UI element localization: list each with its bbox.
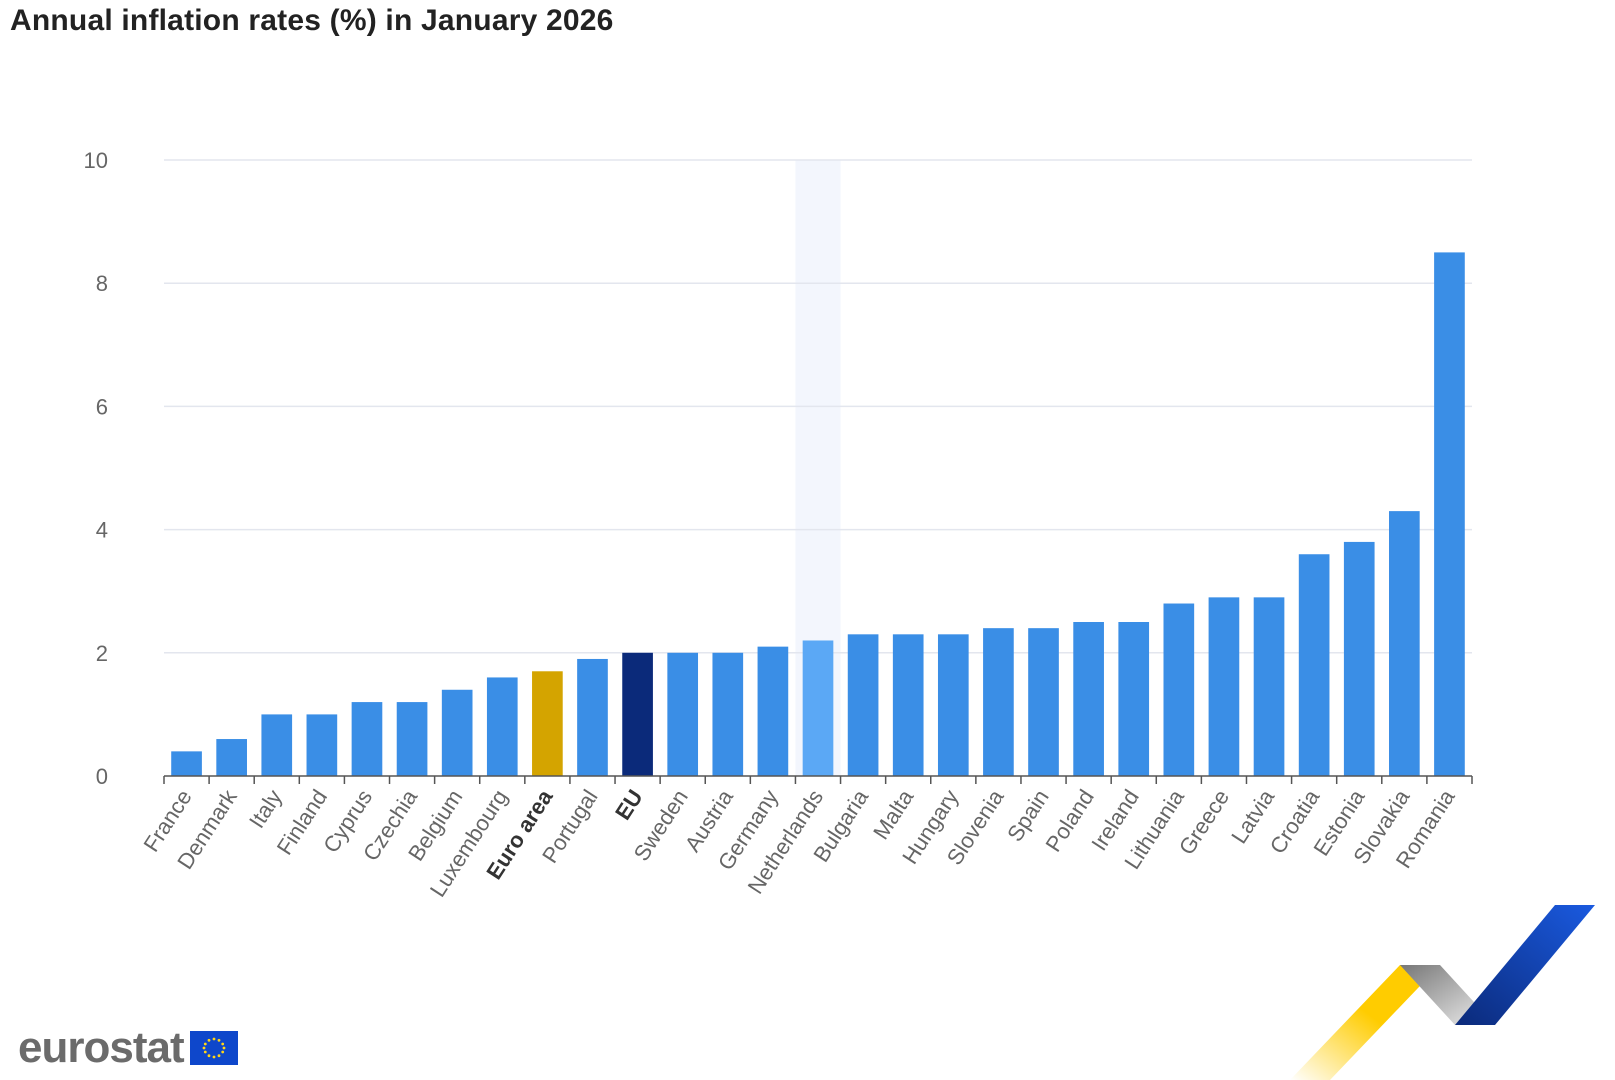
bar	[1298, 554, 1330, 776]
eu-flag-icon	[189, 1031, 238, 1065]
bar	[1073, 622, 1104, 776]
bar	[351, 702, 383, 776]
bar	[712, 652, 744, 776]
bar	[1163, 603, 1195, 776]
bar	[757, 646, 789, 776]
bar	[261, 714, 293, 776]
bar	[622, 652, 653, 776]
chart-title: Annual inflation rates (%) in January 20…	[10, 4, 614, 37]
bar	[532, 671, 563, 776]
bar	[1389, 511, 1420, 776]
bar	[171, 751, 202, 776]
bar	[667, 652, 699, 776]
bar	[1208, 597, 1240, 776]
bar	[306, 714, 338, 776]
bar	[1028, 628, 1059, 776]
x-tick-label: Poland	[1041, 785, 1099, 856]
bar	[847, 634, 879, 776]
bar	[1253, 597, 1285, 776]
bar	[802, 640, 834, 776]
eurostat-logo: eurostat	[18, 1020, 238, 1076]
decorative-swoosh-icon	[1290, 905, 1595, 1080]
bar	[983, 628, 1014, 776]
y-tick-label: 4	[96, 518, 108, 543]
x-tick-label: EU	[610, 785, 648, 824]
bar	[937, 634, 969, 776]
y-tick-label: 6	[96, 394, 108, 419]
bar	[892, 634, 924, 776]
bar	[1343, 541, 1375, 776]
y-tick-label: 10	[84, 148, 108, 173]
y-tick-label: 8	[96, 271, 108, 296]
logo-text: eurostat	[18, 1023, 185, 1072]
y-tick-label: 2	[96, 641, 108, 666]
bar	[1434, 252, 1465, 776]
x-tick-label: Italy	[244, 785, 287, 832]
bar	[1118, 622, 1150, 776]
bar	[577, 658, 608, 776]
bar	[216, 739, 247, 776]
bar	[396, 702, 428, 776]
y-tick-label: 0	[96, 764, 108, 789]
bar	[486, 677, 518, 776]
bar	[441, 689, 473, 776]
